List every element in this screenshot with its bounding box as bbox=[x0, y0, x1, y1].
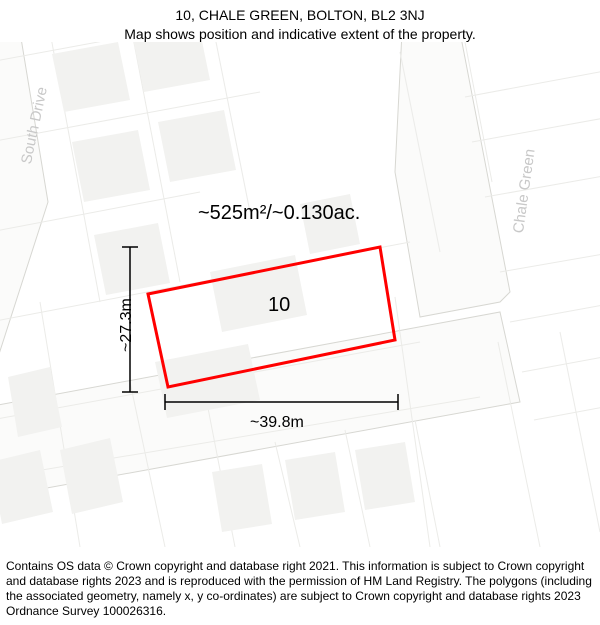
map-title: 10, CHALE GREEN, BOLTON, BL2 3NJ bbox=[0, 6, 600, 25]
map-svg bbox=[0, 42, 600, 547]
map-subtitle: Map shows position and indicative extent… bbox=[0, 25, 600, 44]
map-canvas: ~525m²/~0.130ac. 10 ~39.8m ~27.3m South … bbox=[0, 42, 600, 547]
area-label: ~525m²/~0.130ac. bbox=[198, 202, 360, 225]
property-number: 10 bbox=[268, 294, 290, 317]
map-header: 10, CHALE GREEN, BOLTON, BL2 3NJ Map sho… bbox=[0, 0, 600, 44]
depth-label: ~27.3m bbox=[118, 298, 136, 352]
map-footer: Contains OS data © Crown copyright and d… bbox=[6, 559, 594, 619]
width-label: ~39.8m bbox=[250, 414, 304, 432]
